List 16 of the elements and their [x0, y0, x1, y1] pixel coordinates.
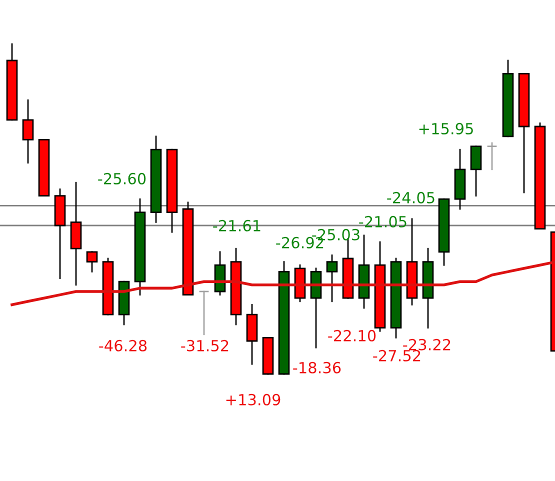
candlestick — [86, 251, 98, 272]
annotation: -23.22 — [403, 338, 450, 350]
annotation: -46.28 — [99, 340, 147, 352]
annotation: -24.05 — [387, 192, 434, 204]
annotation: -25.60 — [98, 172, 146, 184]
annotation: +15.95 — [419, 122, 473, 134]
annotation: -18.36 — [293, 362, 341, 374]
annotation: -21.05 — [359, 216, 406, 228]
candlestick — [326, 254, 338, 302]
annotation: -21.61 — [213, 220, 260, 232]
candlestick — [470, 146, 482, 196]
annotation: -22.10 — [328, 330, 376, 342]
annotation: -31.52 — [181, 340, 228, 352]
annotation: -27.52 — [373, 350, 420, 362]
text: +13.09 — [226, 394, 280, 406]
candlestick — [22, 99, 34, 164]
